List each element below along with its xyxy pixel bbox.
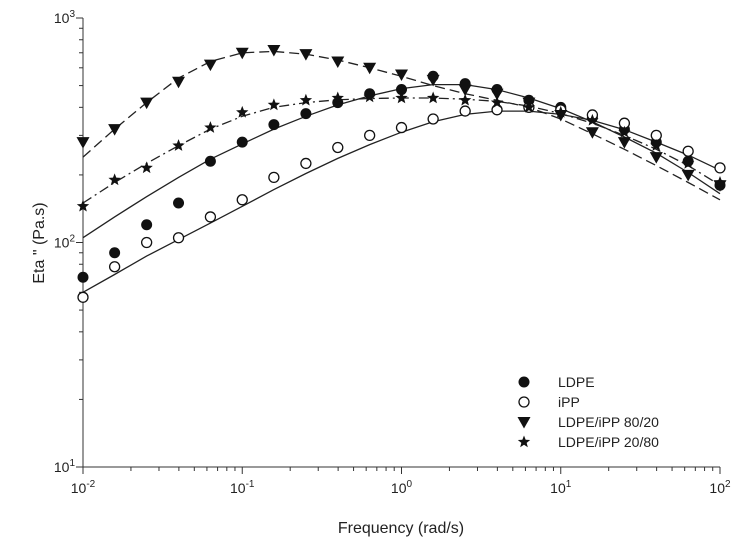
data-point-series-2: [395, 121, 408, 134]
data-point-series-3: [490, 88, 504, 101]
data-point-series-4: [172, 139, 185, 151]
data-point-series-2: [204, 211, 217, 223]
data-point-series-2: [268, 171, 280, 184]
data-point-series-3: [395, 69, 408, 82]
data-point-series-4: [681, 156, 695, 169]
data-point-series-4: [140, 161, 153, 174]
fit-line-series-4: [82, 97, 721, 204]
data-point-series-2: [300, 157, 312, 170]
data-point-series-4: [76, 199, 90, 212]
data-point-series-3: [649, 152, 663, 164]
data-point-series-2: [77, 291, 89, 303]
data-point-series-3: [235, 47, 249, 60]
data-point-series-3: [617, 137, 631, 149]
legend-marker: [517, 417, 531, 429]
data-point-series-1: [109, 247, 121, 259]
legend-marker: [517, 435, 531, 448]
x-tick-label: 10-1: [230, 479, 255, 496]
data-point-series-4: [586, 113, 599, 126]
data-point-series-3: [140, 97, 154, 110]
data-point-series-3: [713, 180, 727, 192]
legend: LDPE iPP LDPE/iPP 80/20 LDPE/iPP 20/80: [517, 374, 659, 450]
data-point-series-1: [268, 119, 280, 131]
data-point-series-2: [108, 261, 121, 273]
tick-labels: 10-2 10-1 100 101 102 101 102 103: [54, 9, 731, 496]
data-point-series-4: [458, 93, 472, 106]
legend-label: LDPE/iPP 80/20: [558, 414, 659, 430]
data-point-series-3: [331, 56, 345, 69]
data-point-series-1: [396, 84, 407, 96]
data-point-series-4: [236, 105, 249, 118]
data-point-series-4: [299, 93, 313, 106]
legend-label: LDPE: [558, 374, 595, 390]
x-tick-label: 101: [550, 479, 572, 496]
data-point-series-3: [267, 45, 281, 57]
x-tick-label: 100: [391, 479, 413, 496]
y-tick-label: 102: [54, 234, 76, 251]
data-point-series-2: [714, 162, 726, 174]
data-point-series-3: [203, 59, 217, 72]
legend-label: iPP: [558, 394, 580, 410]
fit-line-series-1: [82, 83, 721, 239]
data-point-series-4: [395, 91, 408, 104]
data-point-series-2: [332, 141, 344, 154]
x-tick-label: 102: [709, 479, 731, 496]
data-point-series-2: [140, 236, 153, 249]
data-point-series-1: [77, 271, 89, 283]
data-point-series-4: [204, 121, 217, 133]
legend-marker: [518, 376, 530, 388]
data-point-series-3: [554, 109, 568, 122]
axes: [76, 17, 721, 474]
data-point-series-3: [76, 137, 90, 149]
legend-marker: [518, 396, 530, 408]
data-point-series-3: [681, 169, 695, 182]
y-axis-label: Eta " (Pa.s): [31, 202, 48, 283]
data-point-series-3: [585, 127, 599, 139]
data-markers: [76, 45, 727, 303]
data-point-series-4: [426, 91, 440, 104]
data-point-series-4: [331, 91, 344, 104]
data-point-series-3: [108, 124, 122, 136]
data-point-series-4: [554, 105, 567, 118]
legend-label: LDPE/iPP 20/80: [558, 434, 659, 450]
data-point-series-3: [299, 49, 313, 61]
data-point-series-3: [458, 84, 472, 97]
data-point-series-4: [108, 173, 121, 186]
data-point-series-2: [650, 129, 662, 142]
data-point-series-4: [618, 125, 631, 138]
data-point-series-1: [204, 155, 216, 167]
data-point-series-4: [713, 176, 727, 188]
data-point-series-4: [490, 96, 504, 108]
data-point-series-2: [459, 105, 471, 117]
data-point-series-4: [650, 139, 663, 151]
y-tick-label: 103: [54, 9, 76, 26]
data-point-series-4: [522, 100, 536, 113]
data-point-series-4: [267, 98, 281, 111]
data-point-series-2: [172, 232, 185, 244]
data-point-series-2: [682, 145, 694, 157]
data-point-series-1: [300, 108, 312, 120]
x-axis-label: Frequency (rad/s): [338, 520, 464, 537]
data-point-series-4: [363, 90, 376, 103]
data-point-series-2: [236, 194, 248, 206]
data-point-series-3: [363, 62, 377, 75]
y-tick-label: 101: [54, 458, 76, 475]
data-point-series-2: [364, 129, 376, 142]
x-tick-label: 10-2: [71, 479, 96, 496]
data-point-series-1: [141, 219, 153, 231]
data-point-series-1: [236, 136, 248, 148]
data-point-series-1: [173, 197, 185, 209]
data-point-series-2: [427, 113, 439, 125]
data-point-series-3: [172, 76, 186, 89]
data-point-series-2: [491, 104, 503, 116]
data-point-series-3: [426, 74, 440, 87]
